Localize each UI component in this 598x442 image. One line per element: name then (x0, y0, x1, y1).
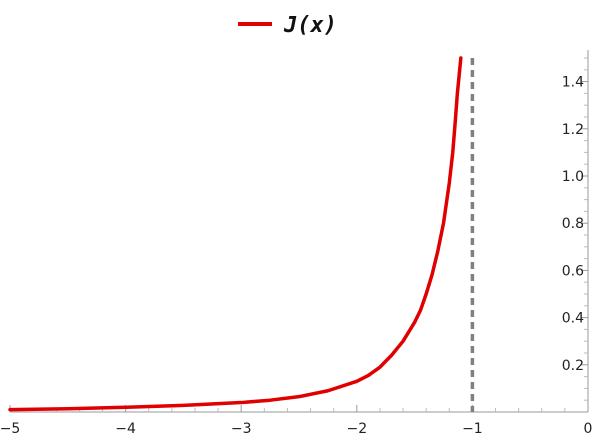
x-tick-label: −3 (231, 421, 252, 437)
legend: J(x) (238, 13, 337, 38)
axes: −5 −4 −3 −2 −1 0 0.2 0.4 0.6 0.8 1.0 1.2 1.4 (0, 50, 592, 437)
y-tick-label: 1.0 (562, 169, 584, 185)
legend-label: J(x) (283, 13, 337, 38)
x-tick-label: −5 (0, 421, 20, 437)
series-line-J (8, 56, 463, 412)
x-tick-label: −1 (462, 421, 483, 437)
series-layer (8, 56, 463, 412)
y-tick-label: 1.2 (562, 122, 584, 138)
y-tick-label: 0.4 (562, 311, 584, 327)
x-tick-label: −4 (115, 421, 136, 437)
y-tick-label: 0.8 (562, 216, 584, 232)
y-tick-label: 0.6 (562, 263, 584, 279)
x-tick-label: 0 (584, 421, 593, 437)
y-tick-label: 1.4 (562, 75, 584, 91)
y-tick-label: 0.2 (562, 358, 584, 374)
x-tick-label: −2 (346, 421, 367, 437)
